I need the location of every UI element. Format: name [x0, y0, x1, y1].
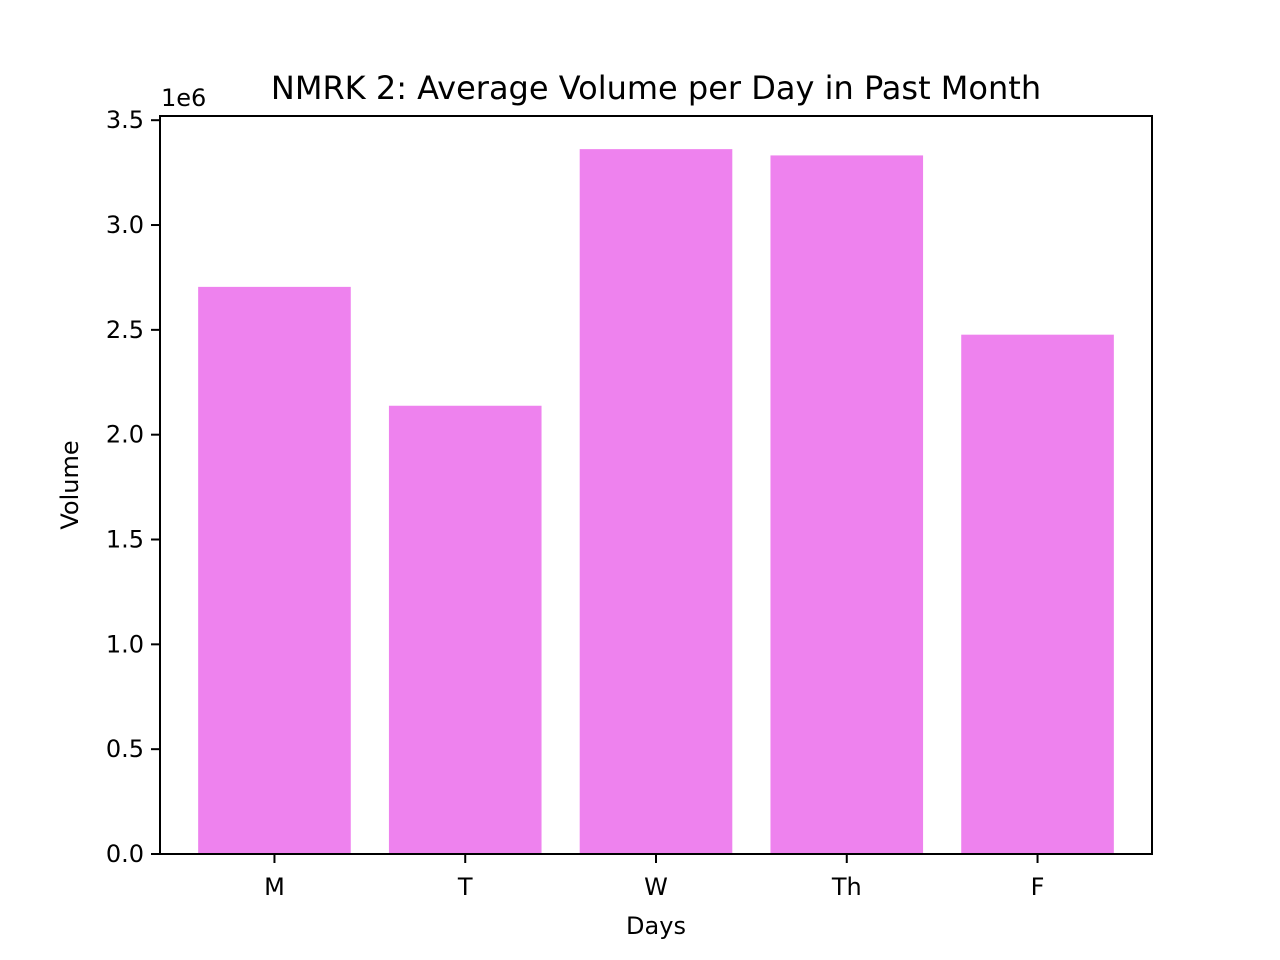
plot-frame — [159, 115, 1153, 855]
x-tick-label: W — [644, 873, 668, 901]
x-tick-label: M — [264, 873, 285, 901]
bar-T — [388, 405, 542, 854]
x-tick-label: F — [1031, 873, 1045, 901]
y-tick-label: 2.0 — [106, 421, 144, 449]
y-axis-label: Volume — [56, 440, 84, 529]
x-tick-label: Th — [831, 873, 862, 901]
bar-Th — [770, 155, 924, 855]
y-tick-label: 1.5 — [106, 526, 144, 554]
y-tick-label: 1.0 — [106, 630, 144, 658]
bar-W — [579, 149, 733, 855]
y-tick-label: 3.0 — [106, 211, 144, 239]
y-tick-label: 3.5 — [106, 106, 144, 134]
x-axis-label: Days — [626, 912, 686, 940]
bar-F — [961, 334, 1114, 854]
chart-title: NMRK 2: Average Volume per Day in Past M… — [271, 69, 1041, 107]
y-ticks-group: 0.0 0.5 1.0 1.5 2.0 2.5 3.0 3.5 — [106, 106, 160, 868]
bar-M — [198, 286, 351, 854]
y-tick-label: 0.0 — [106, 840, 144, 868]
y-tick-label: 2.5 — [106, 316, 144, 344]
x-ticks-group: M T W Th F — [264, 854, 1044, 901]
x-tick-label: T — [457, 873, 473, 901]
bars-group — [198, 149, 1114, 855]
y-axis-offset-label: 1e6 — [161, 84, 206, 112]
y-tick-label: 0.5 — [106, 735, 144, 763]
